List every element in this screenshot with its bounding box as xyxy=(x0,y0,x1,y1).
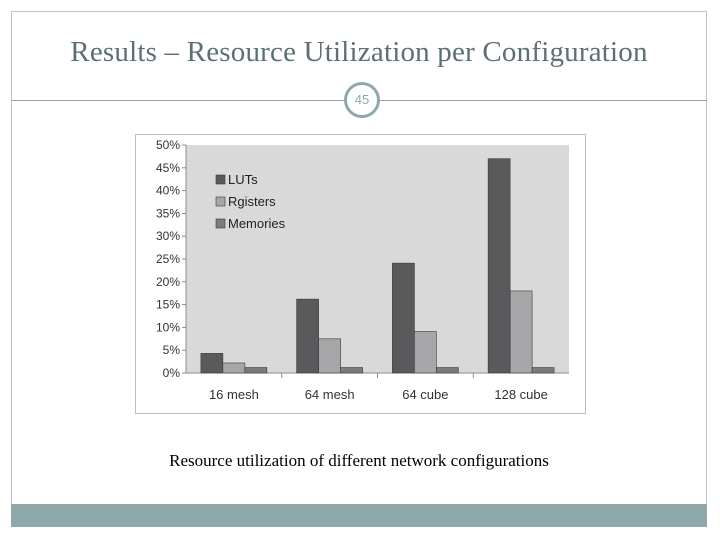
slide-title: Results – Resource Utilization per Confi… xyxy=(70,36,648,68)
bar-rgisters-1 xyxy=(318,338,341,374)
y-tick-label: 50% xyxy=(156,138,180,152)
bar-chart: 0% 5% 10% 15% 20% 25% 30% 35% 40% 45% 50% 16 mesh 64… xyxy=(135,134,586,414)
y-tick-label: 5% xyxy=(163,343,181,357)
legend-label: Rgisters xyxy=(228,194,276,209)
legend-swatch xyxy=(215,174,226,185)
legend-swatch xyxy=(215,196,226,207)
y-tick-label: 10% xyxy=(156,320,180,334)
bar-memories-2 xyxy=(436,367,459,374)
footer-bar xyxy=(11,504,707,527)
bar-memories-0 xyxy=(244,367,268,374)
bar-rgisters-2 xyxy=(414,331,437,374)
y-tick-label: 30% xyxy=(156,229,180,243)
x-category-label: 64 cube xyxy=(402,387,448,402)
bar-rgisters-0 xyxy=(222,362,246,374)
bar-luts-0 xyxy=(200,353,224,374)
legend-label: LUTs xyxy=(228,172,258,187)
y-tick-label: 45% xyxy=(156,161,180,175)
bar-luts-1 xyxy=(296,298,319,374)
bar-rgisters-3 xyxy=(509,290,533,374)
y-tick-label: 40% xyxy=(156,184,180,198)
y-tick-label: 15% xyxy=(156,298,180,312)
x-category-label: 128 cube xyxy=(494,387,548,402)
bar-memories-1 xyxy=(340,367,363,374)
y-tick-label: 0% xyxy=(163,366,181,380)
legend-swatch xyxy=(215,218,226,229)
bar-chart-svg: 0% 5% 10% 15% 20% 25% 30% 35% 40% 45% 50% 16 mesh 64… xyxy=(156,138,569,402)
x-category-label: 64 mesh xyxy=(305,387,355,402)
chart-caption: Resource utilization of different networ… xyxy=(169,451,549,470)
bar-luts-2 xyxy=(392,262,415,374)
legend-label: Memories xyxy=(228,216,286,231)
bar-memories-3 xyxy=(531,367,555,374)
x-category-label: 16 mesh xyxy=(209,387,259,402)
page-number-badge: 45 xyxy=(344,82,380,118)
page-number: 45 xyxy=(354,92,370,107)
bar-luts-3 xyxy=(487,158,511,374)
y-tick-label: 35% xyxy=(156,206,180,220)
y-tick-label: 25% xyxy=(156,252,180,266)
y-tick-label: 20% xyxy=(156,275,180,289)
